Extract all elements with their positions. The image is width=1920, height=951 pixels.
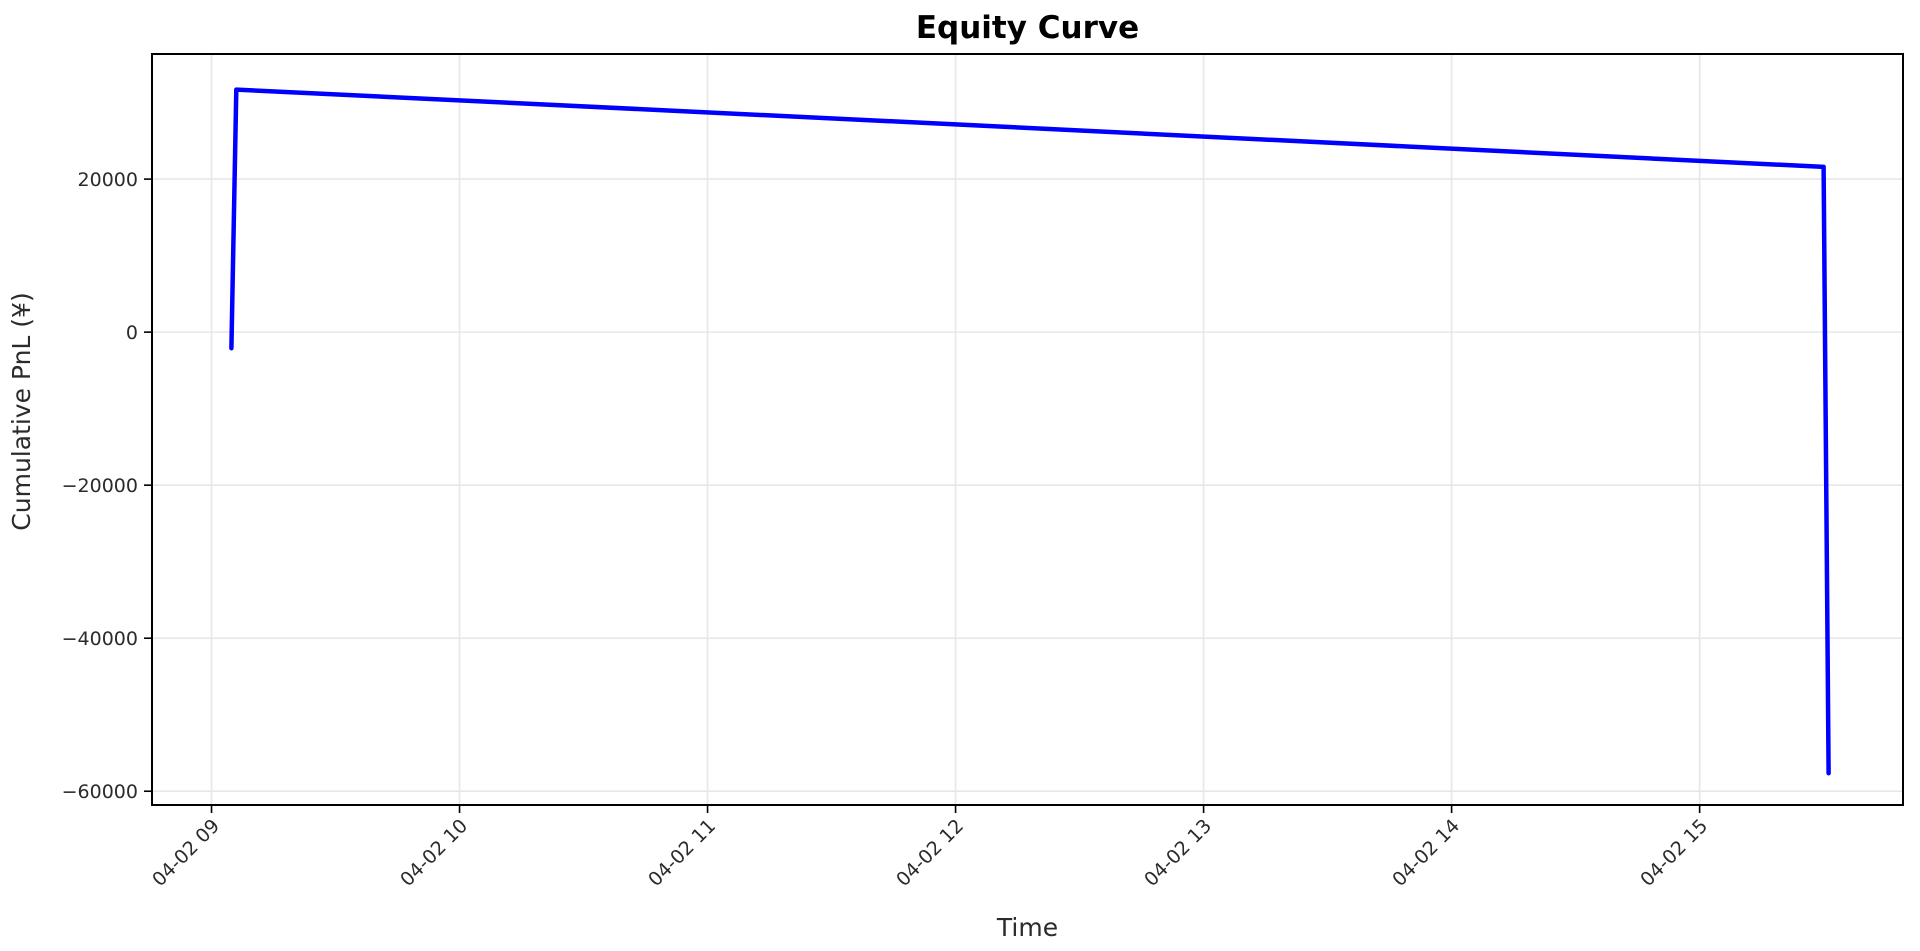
x-tick-label: 04-02 11: [644, 815, 720, 891]
y-tick-label: 20000: [78, 169, 138, 191]
tick-layer: 04-02 09 04-02 10 04-02 11 04-02 12 04-02 13…: [62, 169, 1713, 891]
grid-layer: [152, 54, 1903, 805]
y-axis-label: Cumulative PnL (¥): [7, 292, 36, 530]
x-tick-label: 04-02 10: [396, 815, 472, 891]
chart-title: Equity Curve: [916, 10, 1139, 46]
x-tick-label: 04-02 13: [1140, 815, 1216, 891]
equity-line: [229, 87, 1831, 776]
y-tick-label: −60000: [62, 781, 138, 803]
series-layer: [229, 87, 1831, 776]
y-tick-label: −40000: [62, 628, 138, 650]
x-axis-label: Time: [996, 913, 1058, 942]
x-tick-label: 04-02 09: [148, 815, 224, 891]
plot-border: [151, 53, 1904, 806]
x-tick-label: 04-02 14: [1388, 815, 1464, 891]
y-tick-label: 0: [126, 322, 138, 344]
x-tick-label: 04-02 12: [892, 815, 968, 891]
x-tick-label: 04-02 15: [1636, 815, 1712, 891]
y-tick-label: −20000: [62, 475, 138, 497]
